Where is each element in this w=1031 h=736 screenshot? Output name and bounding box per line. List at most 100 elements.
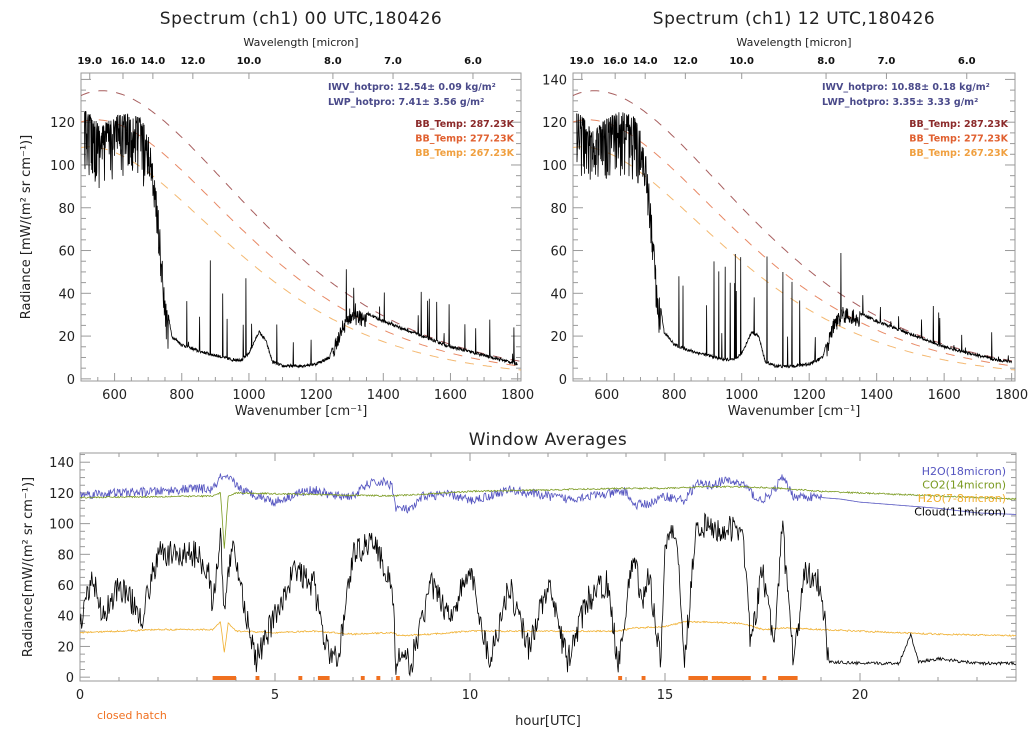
top-axis-label: Wavelength [micron] [243, 36, 358, 49]
x-axis-label: Wavenumber [cm⁻¹] [728, 404, 861, 419]
closed-hatch-marker [762, 676, 767, 680]
chart-window-averages: Window Averages 0 5 10 15 20 hour[UTC] 0 20 40 60 8… [21, 430, 1017, 729]
plot-area [80, 473, 1016, 677]
series-line-co2-14micron- [80, 485, 1016, 549]
spectrum-line [84, 111, 518, 370]
x-tick-label: 10 [462, 688, 479, 703]
x-tick-label: 1800 [501, 388, 534, 403]
x-tick-label: 800 [169, 388, 194, 403]
legend-entry: BB_Temp: 287.23K [909, 119, 1008, 130]
x-axis-label: hour[UTC] [515, 714, 581, 729]
legend-entry: BB_Temp: 277.23K [415, 134, 514, 145]
top-tick-label: 8.0 [324, 56, 342, 67]
closed-hatch-marker [688, 676, 708, 680]
x-tick-label: 1800 [995, 388, 1028, 403]
y-tick-label: 100 [542, 159, 567, 174]
blackbody-curve [573, 90, 1015, 362]
y-tick-label: 40 [550, 287, 567, 302]
annotation-text: IWV_hotpro: 10.88± 0.18 kg/m² [822, 82, 990, 93]
series-line-cloud-11micron- [80, 512, 1016, 677]
top-tick-label: 6.0 [958, 56, 976, 67]
x-tick-label: 0 [76, 688, 84, 703]
chart-title: Window Averages [469, 430, 628, 450]
x-tick-label: 800 [662, 388, 687, 403]
annotation-text: LWP_hotpro: 7.41± 3.56 g/m² [328, 97, 484, 108]
y-axis-label: Radiance [mW/(m² sr cm⁻¹)] [19, 135, 34, 319]
top-tick-label: 10.0 [729, 56, 754, 67]
x-tick-label: 1400 [860, 388, 893, 403]
top-tick-label: 8.0 [817, 56, 835, 67]
x-axis-label: Wavenumber [cm⁻¹] [235, 404, 368, 419]
closed-hatch-label: closed hatch [97, 709, 167, 722]
y-tick-label: 40 [58, 287, 75, 302]
blackbody-curve [81, 146, 521, 371]
y-tick-label: 100 [50, 159, 75, 174]
y-tick-label: 0 [559, 373, 567, 388]
annotation-text: IWV_hotpro: 12.54± 0.09 kg/m² [328, 82, 496, 93]
top-tick-label: 14.0 [633, 56, 658, 67]
blackbody-curve [81, 119, 521, 367]
top-tick-label: 7.0 [384, 56, 402, 67]
y-tick-label: 140 [542, 73, 567, 88]
x-tick-label: 5 [271, 688, 279, 703]
y-tick-label: 120 [49, 487, 74, 502]
top-tick-label: 12.0 [673, 56, 698, 67]
top-tick-label: 7.0 [878, 56, 896, 67]
y-tick-label: 120 [50, 116, 75, 131]
legend-entry: H2O(18micron) [922, 465, 1006, 478]
closed-hatch-marker [212, 676, 236, 680]
x-tick-label: 1200 [300, 388, 333, 403]
chart-spectrum-00: Spectrum (ch1) 00 UTC,180426 600 800 1000 12… [19, 9, 534, 419]
y-tick-label: 120 [542, 116, 567, 131]
y-tick-label: 20 [58, 330, 75, 345]
closed-hatch-marker [395, 676, 400, 680]
closed-hatch-marker [711, 676, 751, 680]
top-axis-label: Wavelength [micron] [736, 36, 851, 49]
x-tick-label: 1200 [793, 388, 826, 403]
closed-hatch-marker [317, 676, 330, 680]
chart-title: Spectrum (ch1) 12 UTC,180426 [653, 9, 935, 29]
legend-entry: BB_Temp: 287.23K [415, 119, 514, 130]
legend-entry: BB_Temp: 267.23K [909, 148, 1008, 159]
top-tick-label: 19.0 [77, 56, 102, 67]
plot-frame [79, 452, 1017, 682]
plot-area [573, 90, 1015, 371]
y-tick-label: 80 [550, 202, 567, 217]
blackbody-curve [573, 146, 1015, 371]
x-tick-label: 1600 [434, 388, 467, 403]
y-tick-label: 0 [66, 671, 74, 686]
top-tick-label: 19.0 [569, 56, 594, 67]
legend-entry: H2O(7-8micron) [918, 492, 1006, 505]
legend-entry: Cloud(11micron) [914, 506, 1006, 519]
y-tick-label: 60 [57, 579, 74, 594]
plot-area [81, 90, 521, 371]
x-tick-label: 20 [852, 688, 869, 703]
x-tick-label: 15 [657, 688, 674, 703]
y-tick-label: 40 [57, 610, 74, 625]
annotation-text: LWP_hotpro: 3.35± 3.33 g/m² [822, 97, 978, 108]
y-axis-label: Radiance[mW/(m² sr cm⁻¹)] [21, 477, 36, 657]
top-tick-label: 12.0 [181, 56, 206, 67]
chart-title: Spectrum (ch1) 00 UTC,180426 [160, 9, 442, 29]
top-tick-label: 16.0 [111, 56, 136, 67]
plot-frame [572, 72, 1016, 382]
closed-hatch-marker [376, 676, 381, 680]
x-tick-label: 1000 [232, 388, 265, 403]
series-line-h2o-7-8micron- [80, 620, 1016, 653]
top-tick-label: 6.0 [464, 56, 482, 67]
y-tick-label: 60 [550, 245, 567, 260]
x-tick-label: 1600 [928, 388, 961, 403]
y-tick-label: 80 [57, 548, 74, 563]
top-tick-label: 10.0 [237, 56, 262, 67]
y-tick-label: 20 [550, 330, 567, 345]
y-tick-label: 80 [58, 202, 75, 217]
closed-hatch-marker [778, 676, 798, 680]
series-line-h2o-18micron- [80, 473, 1016, 515]
closed-hatch-marker [641, 676, 646, 680]
x-tick-label: 1000 [725, 388, 758, 403]
x-tick-label: 600 [102, 388, 127, 403]
blackbody-curve [81, 90, 521, 362]
x-tick-label: 600 [594, 388, 619, 403]
y-tick-label: 20 [57, 640, 74, 655]
